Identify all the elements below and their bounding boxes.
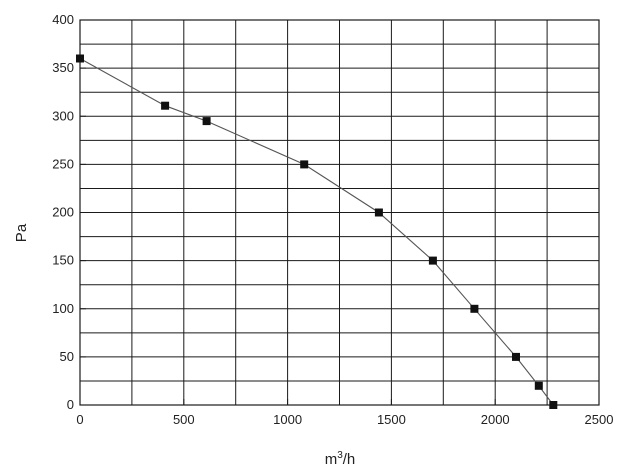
x-tick-label: 2000 [481, 412, 510, 427]
data-point-marker [428, 256, 437, 265]
y-axis-label: Pa [13, 223, 30, 242]
data-point-marker [549, 401, 558, 409]
y-tick-label: 350 [52, 60, 74, 75]
data-point-marker [76, 54, 84, 63]
y-tick-label: 150 [52, 253, 74, 268]
x-axis-label-base: m [325, 451, 338, 468]
y-tick-label: 400 [52, 12, 74, 27]
data-point-marker [300, 160, 309, 169]
data-point-marker [512, 352, 520, 361]
grid-lines [79, 19, 600, 406]
data-point-marker [202, 117, 211, 126]
x-tick-label: 1000 [273, 412, 302, 427]
data-point-marker [374, 208, 383, 217]
y-tick-label: 100 [52, 301, 74, 316]
x-tick-labels: 0 500 1000 1500 2000 2500 [76, 412, 613, 427]
y-tick-label: 200 [52, 205, 74, 220]
y-tick-label: 250 [52, 156, 74, 171]
y-tick-labels: 0 50 100 150 200 250 300 350 400 [52, 12, 74, 412]
x-tick-label: 0 [76, 412, 83, 427]
x-axis-label: m3/h [325, 450, 356, 468]
y-tick-label: 50 [60, 349, 74, 364]
series-group [76, 54, 558, 409]
data-point-marker [161, 101, 170, 110]
data-point-marker [470, 304, 479, 313]
x-axis-label-superscript: 3 [337, 450, 343, 461]
y-tick-label: 0 [67, 397, 74, 412]
x-tick-label: 500 [173, 412, 195, 427]
x-tick-label: 2500 [585, 412, 614, 427]
data-point-marker [534, 381, 543, 390]
x-axis-label-suffix: /h [343, 451, 356, 468]
x-tick-label: 1500 [377, 412, 406, 427]
y-tick-label: 300 [52, 108, 74, 123]
series-line [79, 58, 554, 406]
